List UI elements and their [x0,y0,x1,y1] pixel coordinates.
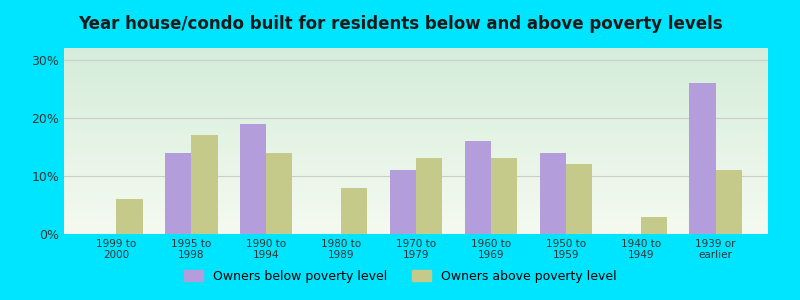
Bar [491,158,517,234]
Legend: Owners below poverty level, Owners above poverty level: Owners below poverty level, Owners above… [179,265,621,288]
Bar [416,158,442,234]
Bar [341,188,367,234]
Bar [117,199,142,234]
Bar [715,170,742,234]
Bar [266,153,293,234]
Bar [690,83,715,234]
Bar [539,153,566,234]
Text: Year house/condo built for residents below and above poverty levels: Year house/condo built for residents bel… [78,15,722,33]
Bar [390,170,416,234]
Bar [191,135,218,234]
Bar [240,124,266,234]
Bar [465,141,491,234]
Bar [641,217,667,234]
Bar [566,164,592,234]
Bar [165,153,191,234]
